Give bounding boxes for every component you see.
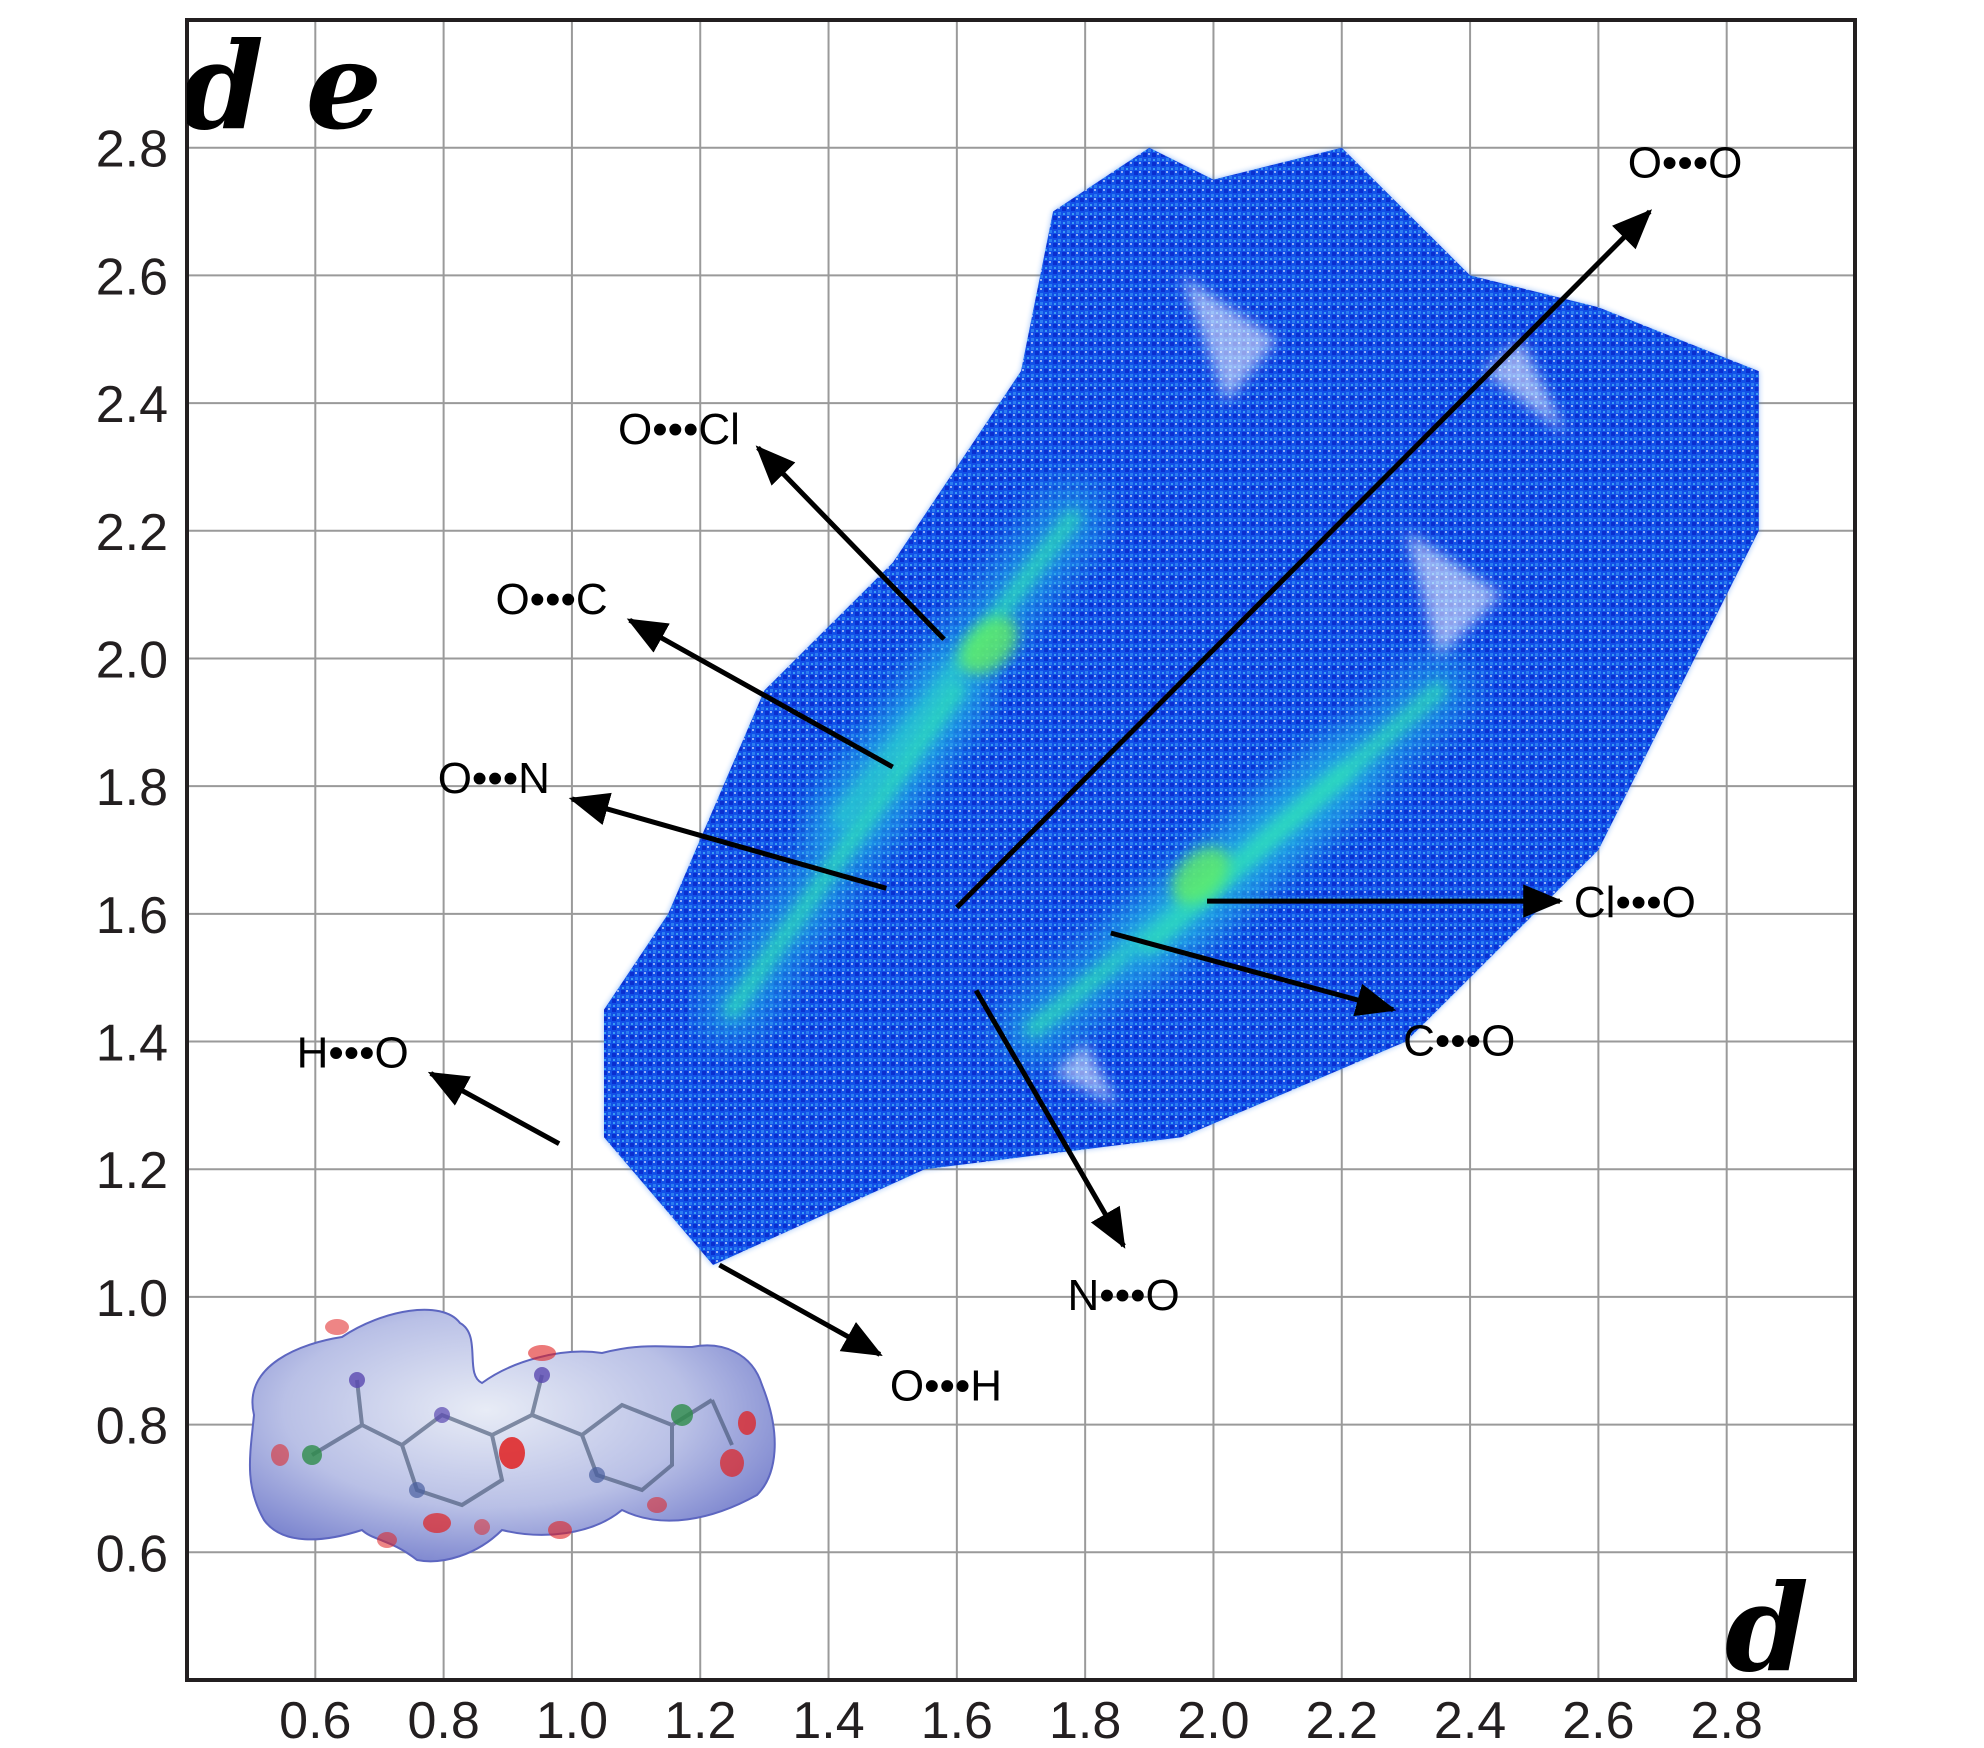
- annotation-arrow: [955, 209, 1653, 910]
- x-tick-label: 2.8: [1691, 1692, 1763, 1748]
- density-peak: [960, 617, 1018, 675]
- x-axis-title: d i: [1725, 1558, 1896, 1699]
- density-gap: [1053, 1041, 1118, 1106]
- annotation-label: O•••N: [438, 754, 550, 803]
- annotation-label: N•••O: [1068, 1271, 1180, 1320]
- annotation-arrow: [1110, 930, 1397, 1017]
- annotation-arrow: [568, 792, 887, 891]
- x-tick-label: 1.4: [792, 1692, 864, 1748]
- annotation-label: O•••H: [890, 1361, 1002, 1410]
- fingerprint-density-region: [604, 147, 1759, 1266]
- annotation-label: O•••C: [495, 575, 607, 624]
- y-tick-label: 1.0: [96, 1270, 168, 1328]
- annotation-label: Cl•••O: [1574, 878, 1696, 927]
- y-tick-labels: 2.8 2.6 2.4 2.2 2.0 1.8 1.6 1.4 1.2 1.0 0.8 0.6: [96, 121, 168, 1584]
- y-tick-label: 0.6: [96, 1525, 168, 1583]
- y-tick-label: 2.4: [96, 376, 168, 434]
- x-tick-label: 1.0: [536, 1692, 608, 1748]
- annotation-arrow: [427, 1071, 561, 1146]
- y-tick-label: 0.8: [96, 1398, 168, 1456]
- annotation-arrow: [755, 445, 946, 642]
- annotation-arrow: [973, 989, 1126, 1249]
- plot-frame: [185, 18, 1857, 1682]
- y-tick-label: 2.6: [96, 248, 168, 306]
- x-tick-label: 0.6: [279, 1692, 351, 1748]
- annotation-label: H•••O: [297, 1028, 409, 1077]
- y-tick-label: 1.4: [96, 1015, 168, 1073]
- density-ridge: [723, 681, 966, 1019]
- x-tick-label: 1.8: [1049, 1692, 1121, 1748]
- atom-markers: [302, 1367, 693, 1498]
- y-tick-label: 2.0: [96, 631, 168, 689]
- density-peak: [1171, 846, 1230, 905]
- density-ridge: [1140, 681, 1447, 955]
- y-tick-label: 2.8: [96, 121, 168, 179]
- x-tick-label: 1.2: [664, 1692, 736, 1748]
- hirshfeld-surface-thumbnail: [248, 1308, 776, 1563]
- y-tick-label: 1.6: [96, 887, 168, 945]
- x-tick-label: 1.6: [921, 1692, 993, 1748]
- annotation-label: C•••O: [1403, 1017, 1515, 1066]
- annotation-arrow: [718, 1262, 883, 1357]
- annotation-arrow: [626, 617, 894, 770]
- annotation-label: O•••Cl: [618, 405, 740, 454]
- y-axis-title: d e: [180, 16, 382, 157]
- x-tick-label: 2.6: [1562, 1692, 1634, 1748]
- x-tick-labels: 0.6 0.8 1.0 1.2 1.4 1.6 1.8 2.0 2.2 2.4 2.6 2.8: [279, 1692, 1763, 1748]
- density-gap: [1405, 530, 1503, 659]
- density-gap: [1181, 275, 1278, 404]
- contact-annotations: O•••O O•••Cl O•••C O•••N H•••O Cl•••O C•••O N••…: [297, 139, 1743, 1411]
- x-tick-label: 0.8: [407, 1692, 479, 1748]
- contact-hotspots: [271, 1319, 756, 1548]
- x-tick-label: 2.4: [1434, 1692, 1506, 1748]
- density-gap: [1482, 339, 1567, 435]
- y-tick-label: 1.8: [96, 759, 168, 817]
- density-region: [604, 147, 1759, 1266]
- y-tick-label: 2.2: [96, 504, 168, 562]
- hirshfeld-surface-shape: [248, 1308, 776, 1563]
- x-tick-label: 2.0: [1177, 1692, 1249, 1748]
- annotation-label: O•••O: [1628, 139, 1743, 188]
- x-tick-label: 2.2: [1306, 1692, 1378, 1748]
- y-tick-label: 1.2: [96, 1142, 168, 1200]
